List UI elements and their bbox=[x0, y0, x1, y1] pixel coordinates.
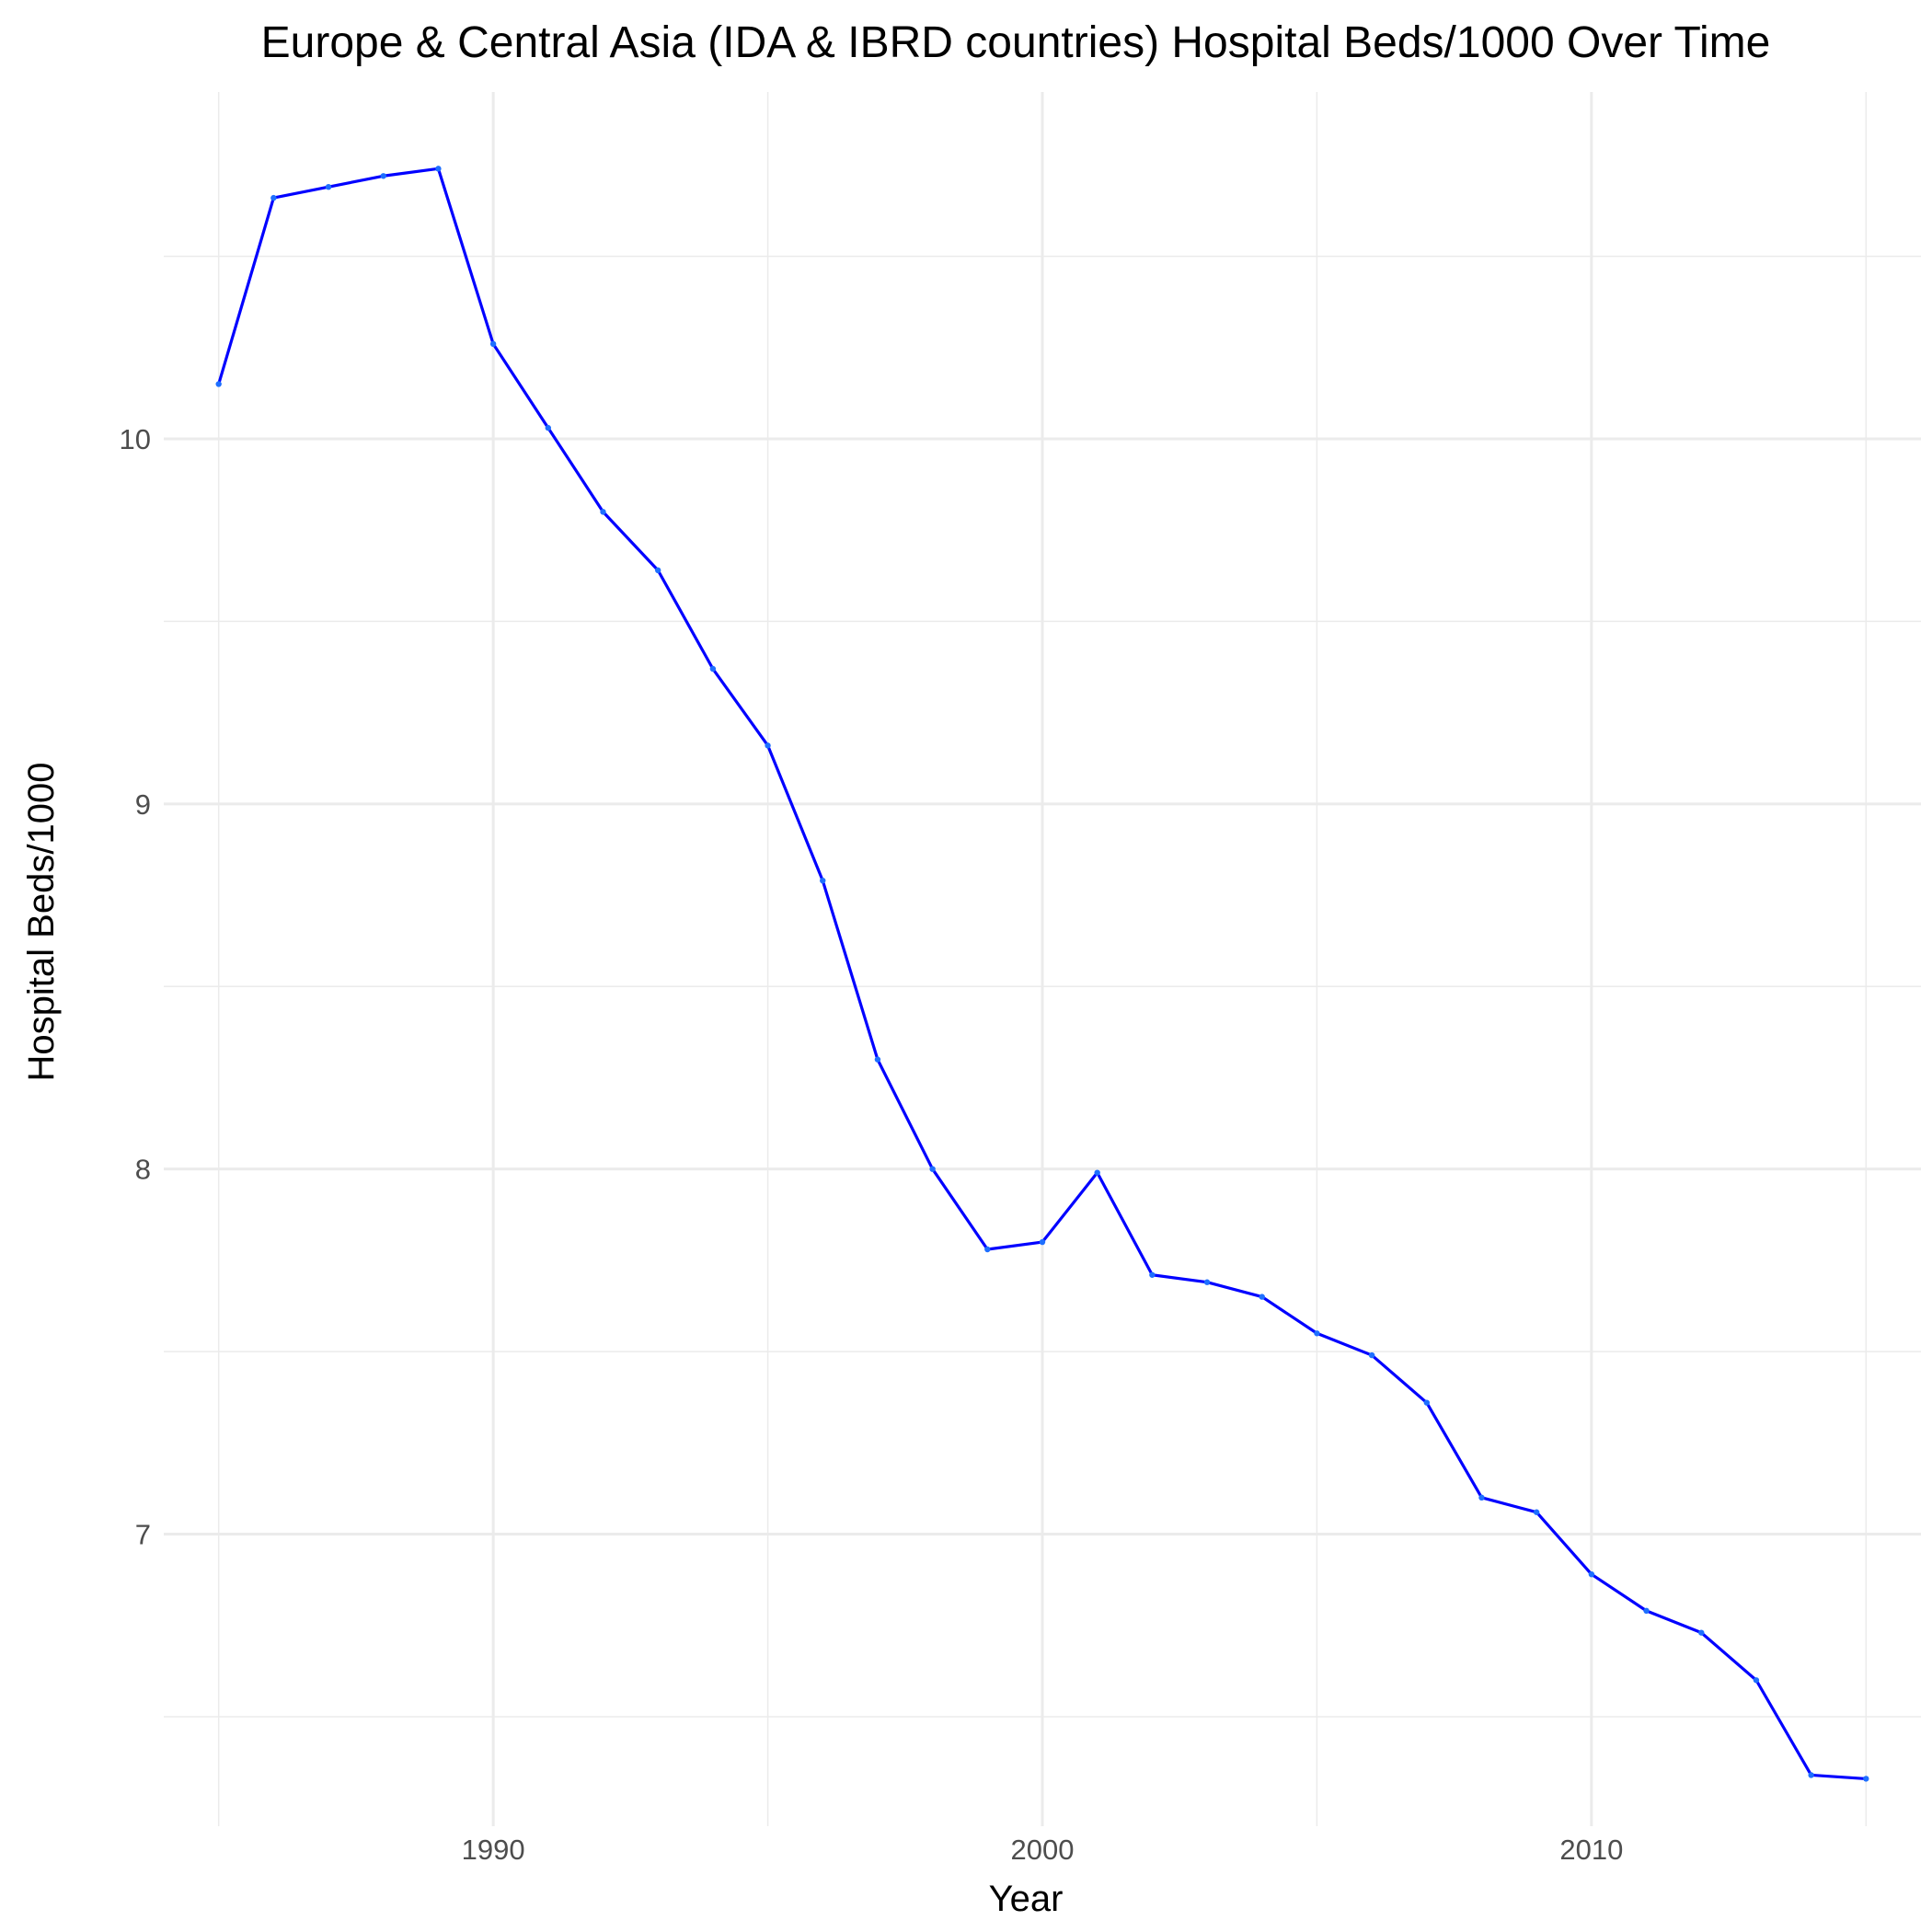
data-point bbox=[1863, 1776, 1869, 1782]
data-point bbox=[435, 166, 442, 172]
data-point bbox=[325, 183, 332, 190]
tick-label-layer: 7 8 9 10 1990 2000 2010 bbox=[120, 423, 1624, 1866]
data-point bbox=[1039, 1238, 1046, 1246]
data-point bbox=[929, 1166, 936, 1172]
y-axis-title: Hospital Beds/1000 bbox=[21, 763, 62, 1082]
data-point bbox=[874, 1056, 881, 1063]
data-point bbox=[1808, 1772, 1814, 1778]
chart-title: Europe & Central Asia (IDA & IBRD countr… bbox=[261, 18, 1771, 67]
data-point bbox=[1478, 1494, 1485, 1501]
data-point bbox=[820, 877, 826, 884]
data-point bbox=[215, 381, 222, 387]
data-point bbox=[1368, 1351, 1375, 1359]
x-tick-label: 2010 bbox=[1559, 1834, 1623, 1866]
data-point bbox=[600, 509, 606, 515]
data-point bbox=[1314, 1330, 1320, 1337]
data-point bbox=[1203, 1279, 1211, 1285]
data-point bbox=[489, 340, 497, 348]
y-tick-label: 9 bbox=[135, 788, 151, 821]
y-tick-label: 10 bbox=[120, 423, 151, 455]
data-point bbox=[1259, 1294, 1265, 1300]
data-point bbox=[1533, 1509, 1540, 1515]
series-layer bbox=[215, 166, 1869, 1782]
data-point bbox=[1753, 1677, 1760, 1684]
data-point bbox=[1149, 1271, 1156, 1278]
data-point bbox=[545, 424, 552, 431]
data-point bbox=[984, 1246, 991, 1253]
data-point bbox=[1643, 1607, 1650, 1615]
data-point bbox=[709, 665, 717, 673]
y-tick-label: 8 bbox=[135, 1154, 151, 1186]
data-point bbox=[654, 567, 661, 574]
data-point bbox=[1094, 1169, 1100, 1176]
data-point bbox=[1423, 1399, 1431, 1406]
data-point bbox=[765, 742, 771, 749]
x-tick-label: 2000 bbox=[1011, 1834, 1075, 1866]
x-tick-label: 1990 bbox=[462, 1834, 525, 1866]
data-point bbox=[1698, 1629, 1705, 1636]
data-point bbox=[270, 194, 277, 201]
y-tick-label: 7 bbox=[135, 1519, 151, 1551]
data-point bbox=[1588, 1570, 1595, 1578]
x-axis-title: Year bbox=[989, 1879, 1064, 1919]
data-point bbox=[380, 173, 386, 179]
grid-layer bbox=[164, 92, 1921, 1826]
